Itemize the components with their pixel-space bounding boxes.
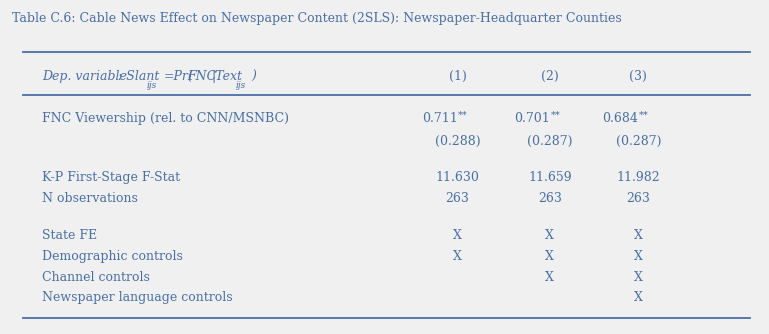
Text: ijs: ijs — [147, 81, 157, 90]
Text: 11.630: 11.630 — [435, 171, 480, 183]
Text: **: ** — [639, 111, 649, 120]
Text: Channel controls: Channel controls — [42, 271, 150, 284]
Text: Newspaper language controls: Newspaper language controls — [42, 292, 233, 304]
Text: : Slant: : Slant — [118, 70, 159, 83]
Text: FNC: FNC — [188, 70, 217, 83]
Text: ijs: ijs — [235, 81, 245, 90]
Text: Dep. variable: Dep. variable — [42, 70, 127, 83]
Text: (1): (1) — [448, 70, 467, 83]
Text: X: X — [545, 271, 554, 284]
Text: |Text: |Text — [211, 70, 242, 83]
Text: (0.287): (0.287) — [615, 136, 661, 148]
Text: (0.287): (0.287) — [527, 136, 573, 148]
Text: 263: 263 — [445, 192, 470, 205]
Text: 263: 263 — [538, 192, 562, 205]
Text: 11.982: 11.982 — [617, 171, 660, 183]
Text: X: X — [453, 229, 462, 242]
Text: **: ** — [458, 111, 468, 120]
Text: =Pr(: =Pr( — [164, 70, 194, 83]
Text: ): ) — [251, 70, 256, 83]
Text: X: X — [545, 229, 554, 242]
Text: State FE: State FE — [42, 229, 98, 242]
Text: 0.711: 0.711 — [422, 112, 458, 125]
Text: Table C.6: Cable News Effect on Newspaper Content (2SLS): Newspaper-Headquarter : Table C.6: Cable News Effect on Newspape… — [12, 12, 621, 25]
Text: 11.659: 11.659 — [528, 171, 571, 183]
Text: X: X — [634, 292, 643, 304]
Text: (0.288): (0.288) — [434, 136, 481, 148]
Text: 0.684: 0.684 — [602, 112, 638, 125]
Text: X: X — [545, 250, 554, 263]
Text: **: ** — [551, 111, 561, 120]
Text: (3): (3) — [629, 70, 647, 83]
Text: Demographic controls: Demographic controls — [42, 250, 183, 263]
Text: 0.701: 0.701 — [514, 112, 550, 125]
Text: K-P First-Stage F-Stat: K-P First-Stage F-Stat — [42, 171, 181, 183]
Text: N observations: N observations — [42, 192, 138, 205]
Text: 263: 263 — [626, 192, 651, 205]
Text: X: X — [634, 271, 643, 284]
Text: X: X — [634, 229, 643, 242]
Text: X: X — [453, 250, 462, 263]
Text: (2): (2) — [541, 70, 559, 83]
Text: FNC Viewership (rel. to CNN/MSNBC): FNC Viewership (rel. to CNN/MSNBC) — [42, 112, 289, 125]
Text: X: X — [634, 250, 643, 263]
